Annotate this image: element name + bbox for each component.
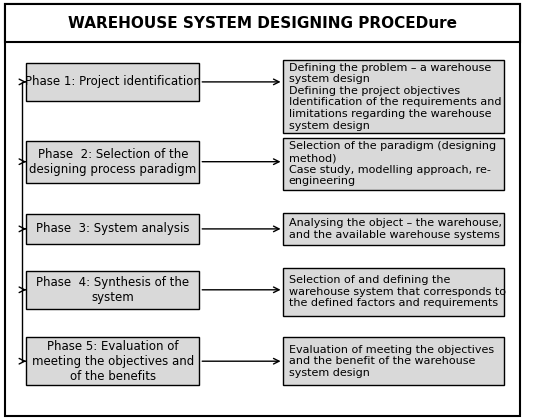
Text: WAREHOUSE SYSTEM DESIGNING PROCEDure: WAREHOUSE SYSTEM DESIGNING PROCEDure <box>68 16 457 31</box>
FancyBboxPatch shape <box>283 138 504 190</box>
Text: Evaluation of meeting the objectives
and the benefit of the warehouse
system des: Evaluation of meeting the objectives and… <box>289 344 494 378</box>
FancyBboxPatch shape <box>26 337 200 386</box>
FancyBboxPatch shape <box>26 271 200 309</box>
Text: Phase  4: Synthesis of the
system: Phase 4: Synthesis of the system <box>36 276 189 304</box>
FancyBboxPatch shape <box>283 268 504 316</box>
FancyBboxPatch shape <box>26 141 200 183</box>
Text: Selection of and defining the
warehouse system that corresponds to
the defined f: Selection of and defining the warehouse … <box>289 275 505 309</box>
Text: Selection of the paradigm (designing
method)
Case study, modelling approach, re-: Selection of the paradigm (designing met… <box>289 142 496 186</box>
FancyBboxPatch shape <box>26 214 200 244</box>
Text: Phase 5: Evaluation of
meeting the objectives and
of the benefits: Phase 5: Evaluation of meeting the objec… <box>32 340 194 383</box>
FancyBboxPatch shape <box>6 4 520 42</box>
Text: Phase  2: Selection of the
designing process paradigm: Phase 2: Selection of the designing proc… <box>29 148 196 176</box>
FancyBboxPatch shape <box>6 4 520 416</box>
Text: Phase 1: Project identification: Phase 1: Project identification <box>25 76 201 88</box>
Text: Defining the problem – a warehouse
system design
Defining the project objectives: Defining the problem – a warehouse syste… <box>289 63 501 131</box>
FancyBboxPatch shape <box>283 337 504 386</box>
FancyBboxPatch shape <box>283 60 504 134</box>
Text: Analysing the object – the warehouse,
and the available warehouse systems: Analysing the object – the warehouse, an… <box>289 218 502 240</box>
FancyBboxPatch shape <box>26 63 200 101</box>
FancyBboxPatch shape <box>283 213 504 244</box>
Text: Phase  3: System analysis: Phase 3: System analysis <box>36 223 190 235</box>
